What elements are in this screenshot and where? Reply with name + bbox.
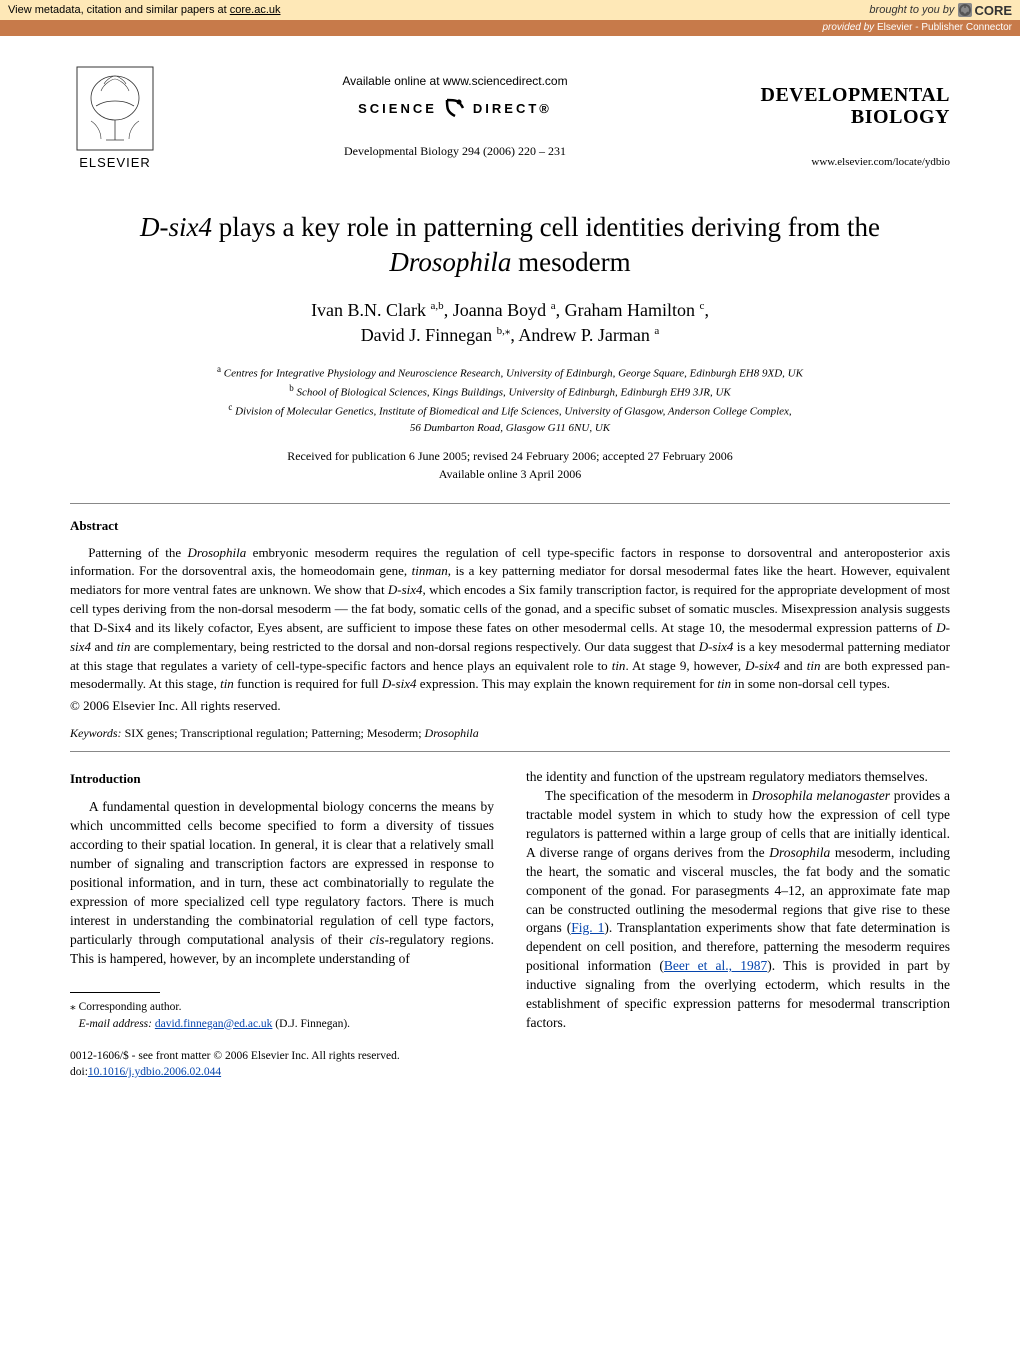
- abstract-paragraph: Patterning of the Drosophila embryonic m…: [70, 544, 950, 695]
- aff-c-sup: c: [228, 402, 232, 412]
- author-1: Ivan B.N. Clark: [311, 300, 430, 320]
- authors: Ivan B.N. Clark a,b, Joanna Boyd a , Grah…: [70, 298, 950, 348]
- journal-name-2: BIOLOGY: [750, 106, 950, 128]
- intro-left-p1: A fundamental question in developmental …: [70, 798, 494, 968]
- banner-left: View metadata, citation and similar pape…: [8, 4, 281, 16]
- author-3-aff: c: [700, 300, 705, 312]
- author-4: David J. Finnegan: [361, 325, 497, 345]
- sd-right: DIRECT®: [473, 101, 552, 116]
- banner-prefix: View metadata, citation and similar pape…: [8, 4, 230, 16]
- aff-c2: 56 Dumbarton Road, Glasgow G11 6NU, UK: [410, 422, 610, 434]
- provider-bar: provided by Elsevier - Publisher Connect…: [0, 20, 1020, 36]
- author-5: , Andrew P. Jarman: [510, 325, 654, 345]
- email-link[interactable]: david.finnegan@ed.ac.uk: [155, 1018, 273, 1030]
- fig1-link[interactable]: Fig. 1: [571, 920, 604, 935]
- title-italic-2: Drosophila: [389, 247, 511, 277]
- bottom-info: 0012-1606/$ - see front matter © 2006 El…: [70, 1048, 494, 1080]
- header-center: Available online at www.sciencedirect.co…: [160, 66, 750, 159]
- footnote-email-line: E-mail address: david.finnegan@ed.ac.uk …: [70, 1016, 494, 1032]
- page-content: ELSEVIER Available online at www.science…: [0, 36, 1020, 1120]
- dates-line2: Available online 3 April 2006: [439, 467, 581, 481]
- author-1-aff: a,b: [431, 300, 444, 312]
- paper-title: D-six4 plays a key role in patterning ce…: [70, 210, 950, 280]
- paper-header: ELSEVIER Available online at www.science…: [70, 66, 950, 170]
- aff-a: Centres for Integrative Physiology and N…: [224, 367, 803, 379]
- doi-line: doi:10.1016/j.ydbio.2006.02.044: [70, 1064, 494, 1080]
- dates-line1: Received for publication 6 June 2005; re…: [287, 449, 733, 463]
- journal-brand: DEVELOPMENTAL BIOLOGY www.elsevier.com/l…: [750, 66, 950, 168]
- intro-heading: Introduction: [70, 770, 494, 788]
- footnote-separator: [70, 992, 160, 993]
- corresponding-footnote: ⁎ Corresponding author. E-mail address: …: [70, 999, 494, 1031]
- abstract-body: Patterning of the Drosophila embryonic m…: [70, 544, 950, 695]
- author-5-aff: a: [654, 325, 659, 337]
- provider-name: Elsevier - Publisher Connector: [877, 22, 1012, 33]
- elsevier-tree-icon: [76, 66, 154, 151]
- aff-b-sup: b: [289, 383, 294, 393]
- keywords-italic: Drosophila: [425, 726, 479, 740]
- left-column: Introduction A fundamental question in d…: [70, 768, 494, 1080]
- core-icon: [958, 3, 972, 17]
- aff-a-sup: a: [217, 364, 221, 374]
- core-link[interactable]: core.ac.uk: [230, 4, 281, 16]
- brought-by-label: brought to you by: [869, 4, 954, 16]
- footnote-star: ⁎ Corresponding author.: [70, 999, 494, 1015]
- abstract-heading: Abstract: [70, 518, 950, 534]
- title-text-1: plays a key role in patterning cell iden…: [212, 212, 880, 242]
- copyright: © 2006 Elsevier Inc. All rights reserved…: [70, 698, 950, 714]
- author-3: , Graham Hamilton: [556, 300, 700, 320]
- front-matter: 0012-1606/$ - see front matter © 2006 El…: [70, 1048, 494, 1064]
- title-text-2: mesoderm: [511, 247, 630, 277]
- elsevier-logo: ELSEVIER: [70, 66, 160, 170]
- journal-citation: Developmental Biology 294 (2006) 220 – 2…: [160, 144, 750, 159]
- title-italic-1: D-six4: [140, 212, 212, 242]
- affiliations: a Centres for Integrative Physiology and…: [70, 363, 950, 437]
- ref-beer-link[interactable]: Beer et al., 1987: [664, 958, 767, 973]
- two-column-body: Introduction A fundamental question in d…: [70, 768, 950, 1080]
- journal-url: www.elsevier.com/locate/ydbio: [750, 156, 950, 168]
- core-text: CORE: [974, 3, 1012, 18]
- divider-2: [70, 751, 950, 752]
- divider-1: [70, 503, 950, 504]
- sd-left: SCIENCE: [358, 101, 437, 116]
- right-column: the identity and function of the upstrea…: [526, 768, 950, 1080]
- elsevier-text: ELSEVIER: [70, 155, 160, 170]
- intro-right-p1: The specification of the mesoderm in Dro…: [526, 787, 950, 1033]
- sciencedirect-logo: SCIENCE DIRECT®: [160, 96, 750, 120]
- intro-right-p0: the identity and function of the upstrea…: [526, 768, 950, 787]
- core-banner: View metadata, citation and similar pape…: [0, 0, 1020, 20]
- provider-prefix: provided by: [822, 22, 876, 33]
- keywords-text: SIX genes; Transcriptional regulation; P…: [122, 726, 425, 740]
- author-4-aff: b,: [497, 325, 505, 337]
- aff-c1: Division of Molecular Genetics, Institut…: [235, 406, 792, 418]
- doi-link[interactable]: 10.1016/j.ydbio.2006.02.044: [88, 1066, 221, 1078]
- aff-b: School of Biological Sciences, Kings Bui…: [297, 386, 731, 398]
- author-2: , Joanna Boyd: [444, 300, 551, 320]
- journal-name-1: DEVELOPMENTAL: [750, 84, 950, 106]
- available-online: Available online at www.sciencedirect.co…: [160, 74, 750, 88]
- dates: Received for publication 6 June 2005; re…: [70, 447, 950, 483]
- keywords: Keywords: SIX genes; Transcriptional reg…: [70, 726, 950, 741]
- keywords-label: Keywords:: [70, 726, 122, 740]
- banner-right: brought to you by CORE: [869, 3, 1012, 18]
- core-logo[interactable]: CORE: [958, 3, 1012, 18]
- sciencedirect-icon: [443, 96, 467, 120]
